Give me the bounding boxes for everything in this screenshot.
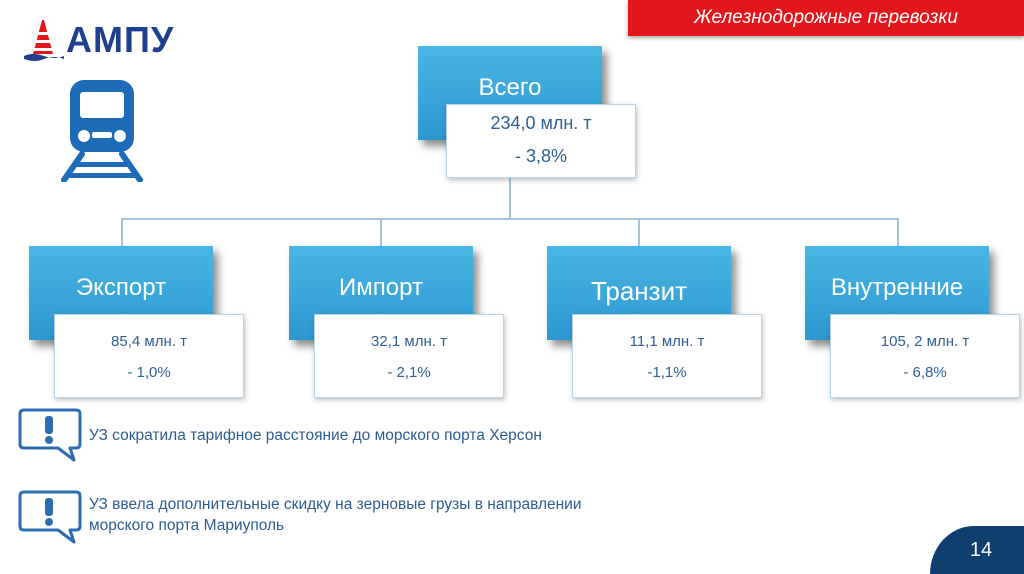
domestic-volume: 105, 2 млн. т bbox=[880, 333, 970, 350]
alert-icon bbox=[18, 490, 82, 544]
connector-export bbox=[121, 218, 123, 246]
import-label: Импорт bbox=[339, 274, 423, 301]
note-2-text: УЗ ввела дополнительные скидку на зернов… bbox=[89, 494, 582, 536]
connector-bus bbox=[121, 218, 899, 220]
slide-title: Железнодорожные перевозки bbox=[628, 0, 1024, 36]
import-value-box: 32,1 млн. т - 2,1% bbox=[314, 314, 504, 398]
transit-change: -1,1% bbox=[647, 364, 687, 381]
page-number-text: 14 bbox=[969, 538, 993, 561]
import-volume: 32,1 млн. т bbox=[371, 333, 447, 350]
logo-text: АМПУ bbox=[66, 19, 175, 60]
domestic-label: Внутренние bbox=[830, 274, 964, 301]
transit-volume: 11,1 млн. т bbox=[629, 333, 705, 350]
connector-trunk bbox=[509, 177, 511, 219]
page-number: 14 bbox=[930, 526, 1024, 574]
ampu-logo-icon bbox=[24, 20, 64, 61]
note-2-line-1: УЗ ввела дополнительные скидку на зернов… bbox=[89, 496, 582, 513]
train-icon bbox=[61, 80, 143, 182]
import-change: - 2,1% bbox=[387, 364, 431, 381]
export-change: - 1,0% bbox=[127, 364, 171, 381]
total-volume: 234,0 млн. т bbox=[490, 113, 592, 133]
domestic-value-box: 105, 2 млн. т - 6,8% bbox=[830, 314, 1020, 398]
export-value-box: 85,4 млн. т - 1,0% bbox=[54, 314, 244, 398]
connector-transit bbox=[638, 218, 640, 246]
export-label: Экспорт bbox=[75, 274, 167, 301]
connector-import bbox=[380, 218, 382, 246]
total-change: - 3,8% bbox=[514, 146, 568, 166]
note-2-line-2: морского порта Мариуполь bbox=[89, 517, 285, 534]
total-label: Всего bbox=[478, 74, 542, 101]
connector-domestic bbox=[897, 218, 899, 246]
note-1-line: УЗ сократила тарифное расстояние до морс… bbox=[89, 427, 542, 444]
slide-title-text: Железнодорожные перевозки bbox=[694, 7, 958, 28]
note-1-text: УЗ сократила тарифное расстояние до морс… bbox=[89, 425, 542, 446]
domestic-change: - 6,8% bbox=[903, 364, 947, 381]
transit-label: Транзит bbox=[590, 276, 688, 306]
total-value-box: 234,0 млн. т - 3,8% bbox=[446, 104, 636, 178]
export-volume: 85,4 млн. т bbox=[111, 333, 187, 350]
alert-icon bbox=[18, 408, 82, 462]
transit-value-box: 11,1 млн. т -1,1% bbox=[572, 314, 762, 398]
